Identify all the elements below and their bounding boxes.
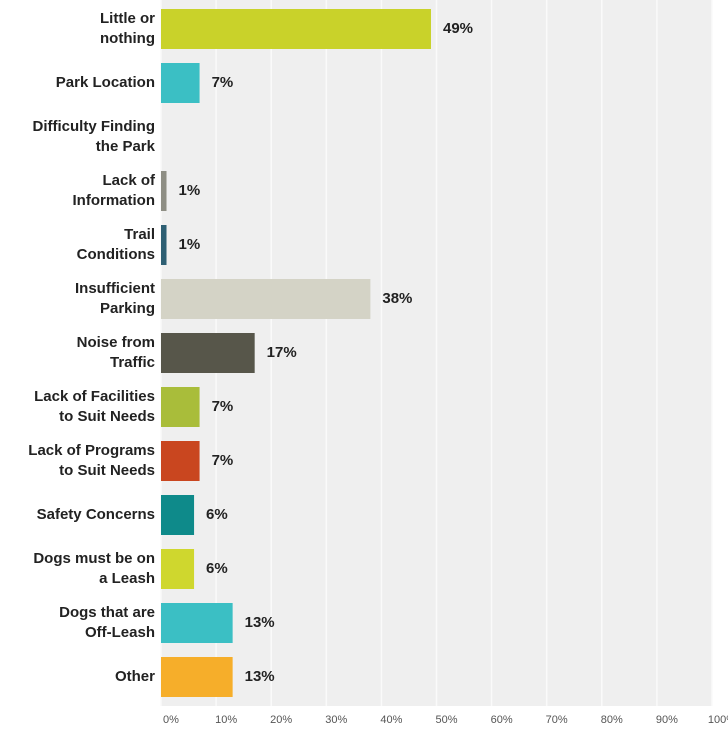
bar xyxy=(161,9,431,49)
bar xyxy=(161,549,195,589)
category-label-line: Dogs must be on xyxy=(33,550,155,567)
category-label: Noise from Traffic xyxy=(77,334,155,371)
value-label: 7% xyxy=(212,74,234,91)
bar xyxy=(161,387,200,427)
value-label: 1% xyxy=(179,182,201,199)
category-label: Dogs must be on a Leash xyxy=(33,550,155,587)
value-label: 7% xyxy=(212,398,234,415)
x-tick-label: 50% xyxy=(435,714,457,726)
x-tick-label: 0% xyxy=(163,714,179,726)
category-label-line: Dogs that are xyxy=(59,604,155,621)
category-label-line: nothing xyxy=(100,30,155,47)
bar xyxy=(161,603,233,643)
x-tick-label: 90% xyxy=(656,714,678,726)
category-label-line: Park Location xyxy=(56,74,155,91)
bar xyxy=(161,441,200,481)
category-label: Other xyxy=(115,668,155,685)
x-tick-label: 40% xyxy=(380,714,402,726)
category-label-line: Off-Leash xyxy=(85,624,155,641)
category-label-line: Other xyxy=(115,668,155,685)
x-tick-label: 100% xyxy=(708,714,728,726)
category-label-line: Conditions xyxy=(77,246,155,263)
category-label: Difficulty Finding the Park xyxy=(33,118,156,155)
category-label-line: to Suit Needs xyxy=(59,408,155,425)
category-label-line: Trail xyxy=(124,226,155,243)
category-label-line: Safety Concerns xyxy=(37,506,155,523)
value-label: 7% xyxy=(212,452,234,469)
category-label-line: the Park xyxy=(96,138,156,155)
bar xyxy=(161,657,233,697)
category-label: Insufficient Parking xyxy=(75,280,155,317)
bar xyxy=(161,333,255,373)
category-label: Trail Conditions xyxy=(77,226,155,263)
x-tick-label: 60% xyxy=(491,714,513,726)
x-tick-label: 70% xyxy=(546,714,568,726)
x-tick-label: 30% xyxy=(325,714,347,726)
bar xyxy=(161,171,167,211)
category-label: Lack of Programs to Suit Needs xyxy=(28,442,155,479)
category-label-line: to Suit Needs xyxy=(59,462,155,479)
category-label: Little or nothing xyxy=(100,10,155,47)
category-label: Park Location xyxy=(56,74,155,91)
x-tick-label: 80% xyxy=(601,714,623,726)
category-label: Dogs that are Off-Leash xyxy=(59,604,155,641)
category-label-line: Difficulty Finding xyxy=(33,118,155,135)
value-label: 38% xyxy=(382,290,412,307)
category-label-line: Lack of xyxy=(102,172,156,189)
value-label: 6% xyxy=(206,506,228,523)
value-label: 6% xyxy=(206,560,228,577)
bar xyxy=(161,279,371,319)
category-label-line: Lack of Programs xyxy=(28,442,155,459)
category-label-line: Lack of Facilities xyxy=(34,388,155,405)
category-label: Lack of Information xyxy=(73,172,157,209)
category-label-line: Noise from xyxy=(77,334,155,351)
x-tick-label: 20% xyxy=(270,714,292,726)
category-label-line: Traffic xyxy=(110,354,155,371)
value-label: 17% xyxy=(267,344,297,361)
value-label: 13% xyxy=(245,614,275,631)
bar xyxy=(161,63,200,103)
category-label: Safety Concerns xyxy=(37,506,155,523)
value-label: 49% xyxy=(443,20,473,37)
value-label: 1% xyxy=(179,236,201,253)
x-tick-label: 10% xyxy=(215,714,237,726)
category-label-line: Little or xyxy=(100,10,155,27)
category-label-line: a Leash xyxy=(99,570,155,587)
category-label-line: Information xyxy=(73,192,156,209)
value-label: 13% xyxy=(245,668,275,685)
category-label-line: Insufficient xyxy=(75,280,155,297)
bar xyxy=(161,225,167,265)
bar xyxy=(161,495,195,535)
category-label-line: Parking xyxy=(100,300,155,317)
category-label: Lack of Facilities to Suit Needs xyxy=(34,388,155,425)
